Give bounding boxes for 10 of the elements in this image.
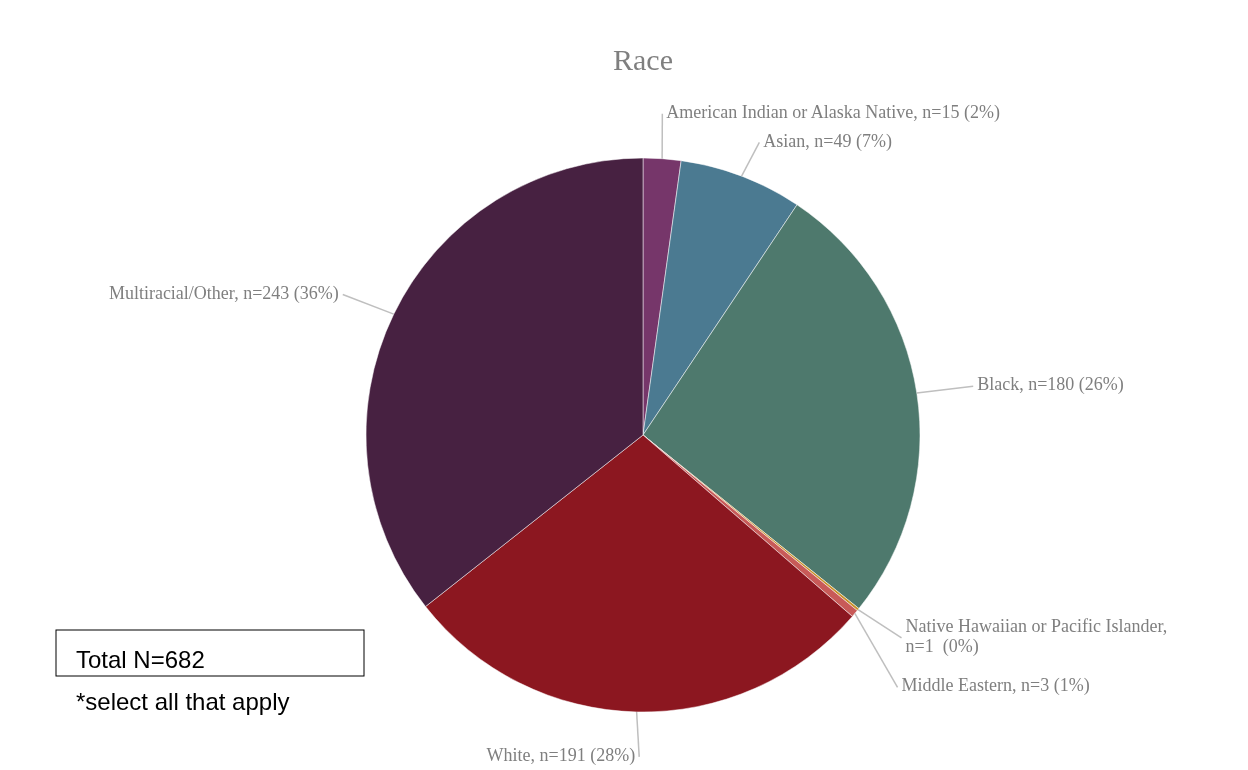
slice-label: American Indian or Alaska Native, n=15 (2%) bbox=[666, 101, 1000, 123]
slice-label: Multiracial/Other, n=243 (36%) bbox=[108, 282, 339, 304]
text: Total N=682 bbox=[76, 646, 205, 673]
text: *select all that apply bbox=[76, 688, 290, 715]
slice-label: White, n=191 (28%) bbox=[486, 744, 636, 766]
slice-label: Asian, n=49 (7%) bbox=[763, 130, 892, 152]
chart-title: Race bbox=[613, 43, 673, 76]
slice-label: Middle Eastern, n=3 (1%) bbox=[901, 675, 1090, 697]
slice-label: Native Hawaiian or Pacific Islander, n=1 (0%) bbox=[905, 615, 1168, 658]
slice-label: Black, n=180 (26%) bbox=[977, 374, 1124, 396]
